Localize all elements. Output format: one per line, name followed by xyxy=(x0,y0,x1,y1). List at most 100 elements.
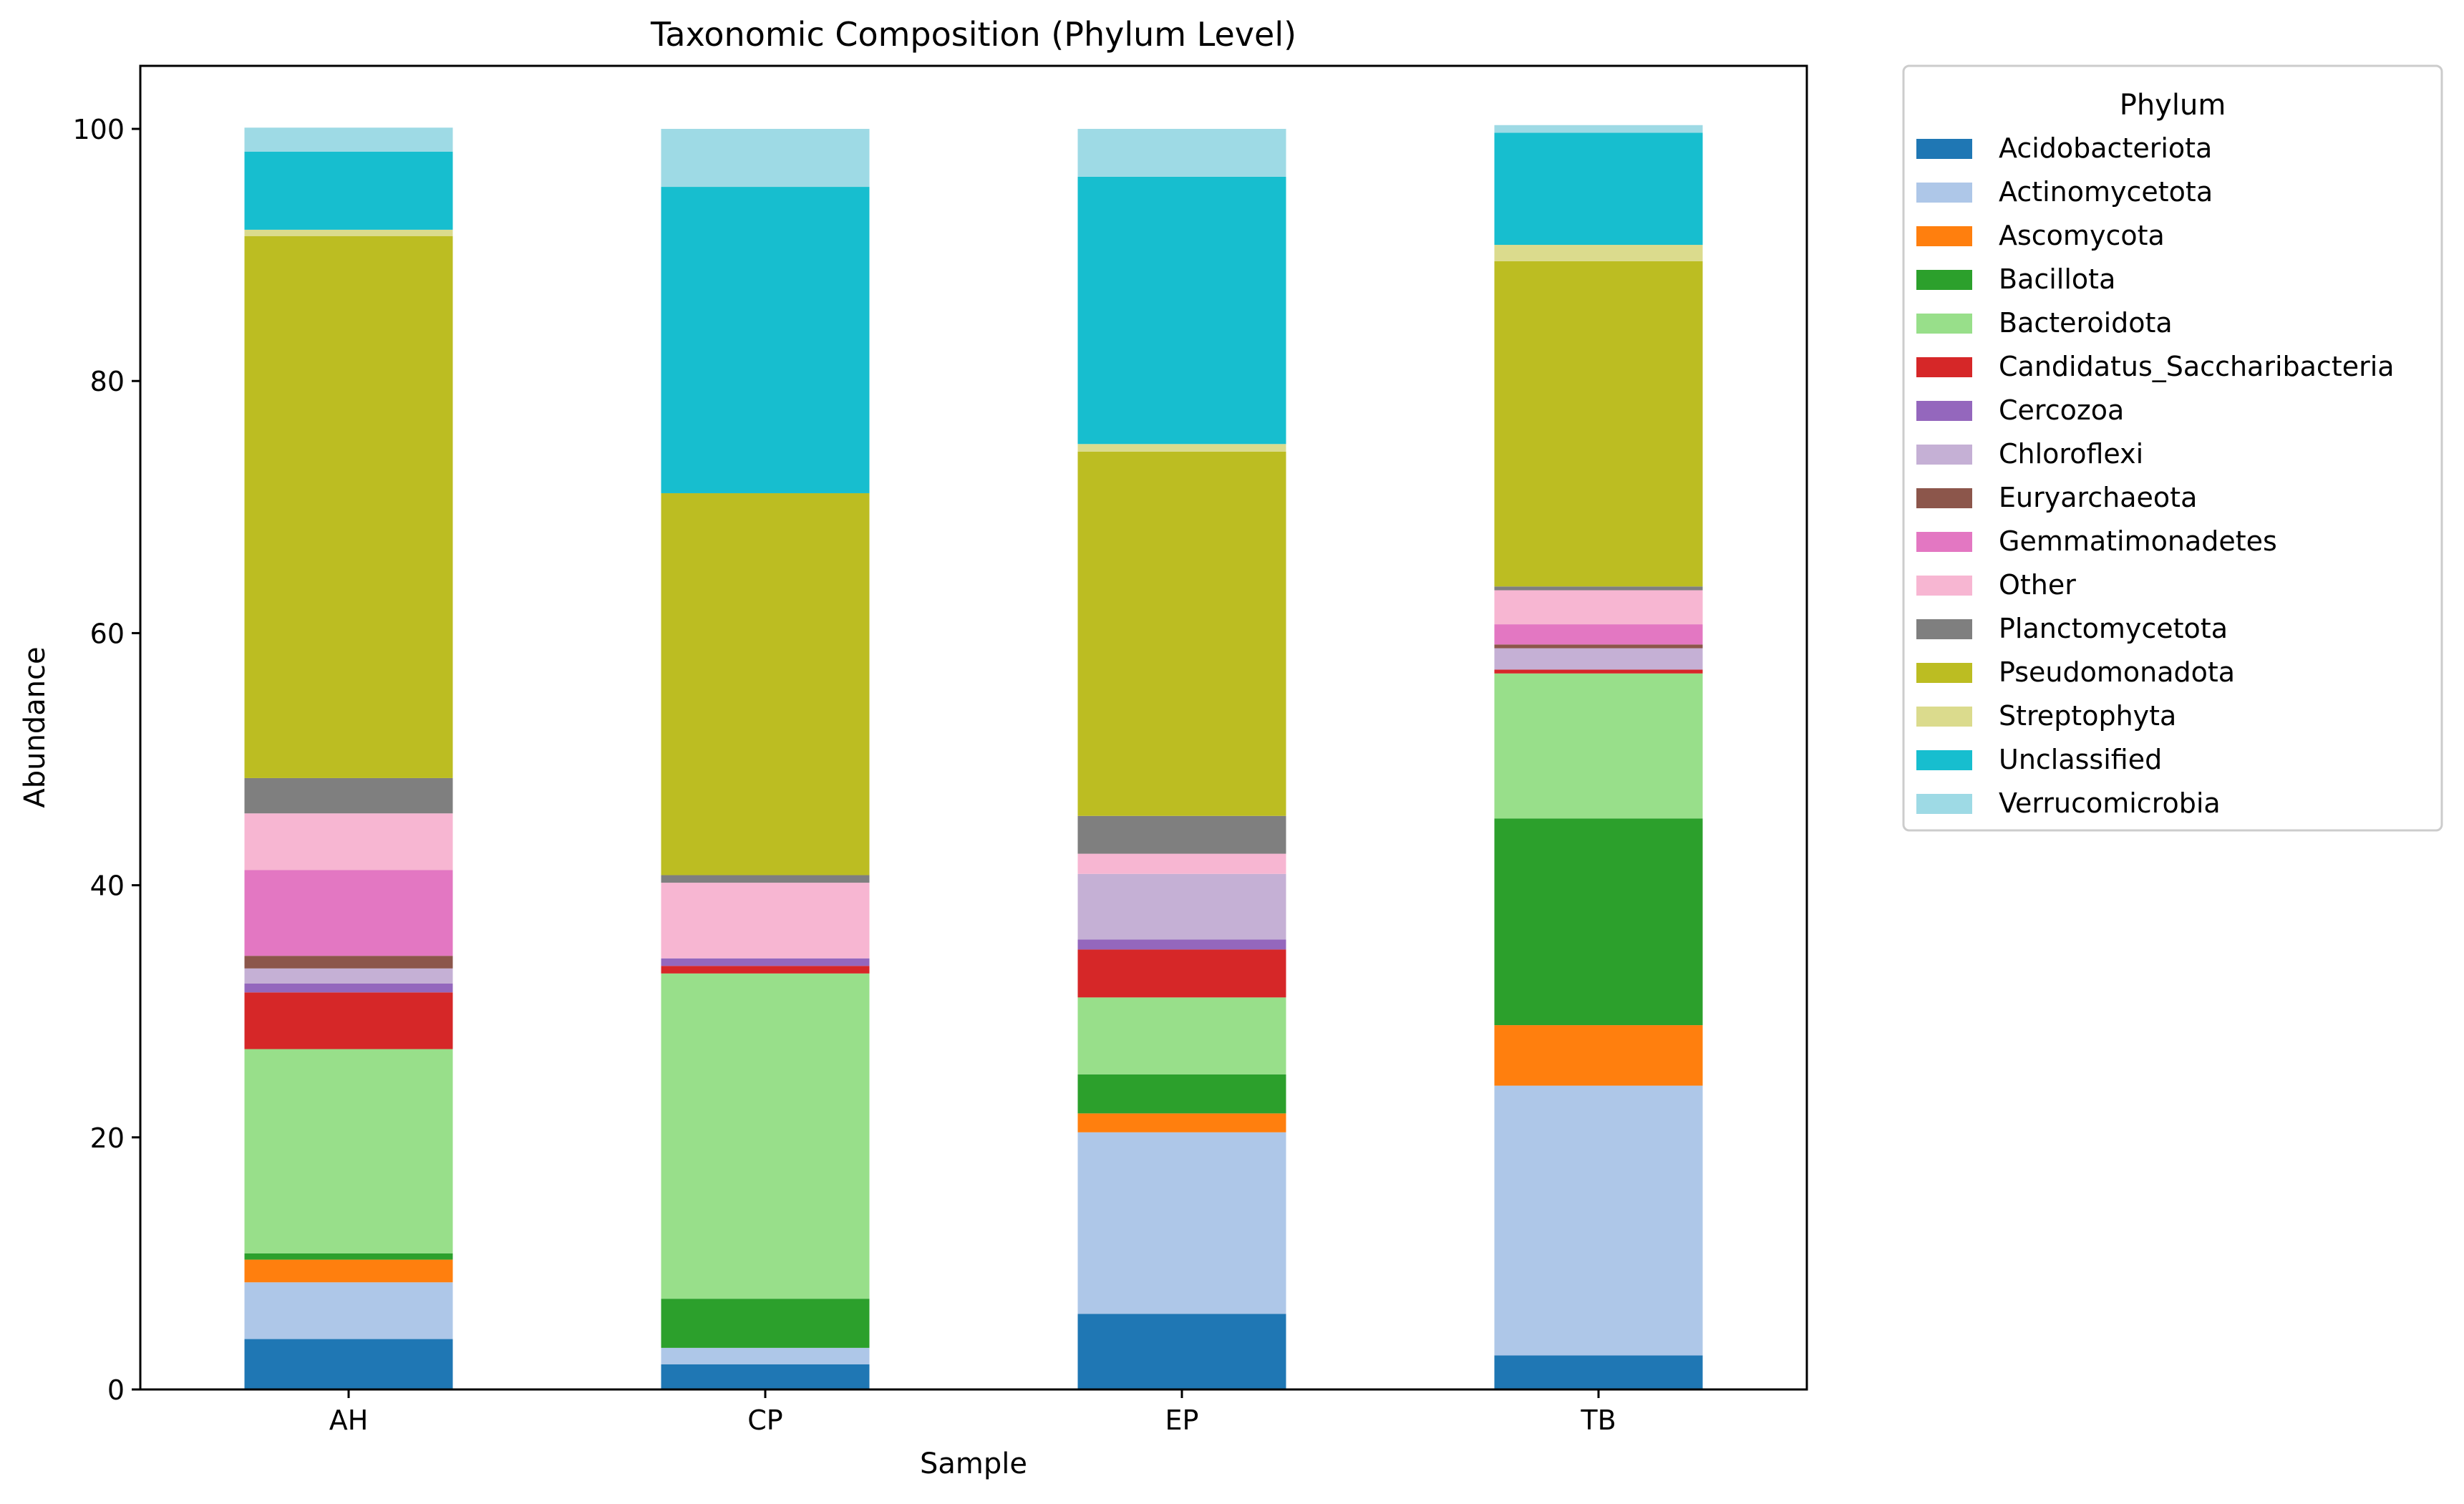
bar-segment-tb-pseudomonadota xyxy=(1494,261,1703,587)
bar-segment-ah-streptophyta xyxy=(244,229,453,236)
bar-segment-cp-bacteroidota xyxy=(661,973,870,1299)
legend-swatch-chloroflexi xyxy=(1916,445,1972,465)
bar-segment-ah-cercozoa xyxy=(244,983,453,993)
bars-group xyxy=(244,125,1703,1389)
bar-segment-ep-bacillota xyxy=(1077,1074,1286,1114)
legend-label-gemmatimonadetes: Gemmatimonadetes xyxy=(1999,525,2277,557)
bar-segment-tb-ascomycota xyxy=(1494,1025,1703,1086)
chart-title: Taxonomic Composition (Phylum Level) xyxy=(650,15,1296,54)
x-tick-label-ah: AH xyxy=(329,1404,369,1436)
bar-segment-ah-chloroflexi xyxy=(244,968,453,984)
y-tick-label: 40 xyxy=(90,870,125,902)
legend-swatch-planctomycetota xyxy=(1916,619,1972,639)
bar-segment-ep-unclassified xyxy=(1077,176,1286,445)
bar-segment-ah-other xyxy=(244,813,453,870)
bar-segment-cp-actinomycetota xyxy=(661,1347,870,1364)
legend-swatch-bacteroidota xyxy=(1916,314,1972,334)
legend-frame xyxy=(1902,64,2443,832)
legend-swatch-actinomycetota xyxy=(1916,183,1972,203)
bar-segment-cp-acidobacteriota xyxy=(661,1364,870,1389)
y-axis: 0 20 40 60 80 100 xyxy=(72,114,140,1406)
bar-segment-ep-pseudomonadota xyxy=(1077,451,1286,816)
bar-segment-tb-bacillota xyxy=(1494,818,1703,1026)
legend-label-streptophyta: Streptophyta xyxy=(1999,700,2176,732)
bar-segment-ah-bacillota xyxy=(244,1253,453,1260)
y-axis-label: Abundance xyxy=(19,646,52,807)
bar-segment-tb-actinomycetota xyxy=(1494,1085,1703,1356)
bar-segment-tb-acidobacteriota xyxy=(1494,1355,1703,1389)
bar-segment-ah-ascomycota xyxy=(244,1259,453,1283)
bar-segment-tb-other xyxy=(1494,590,1703,625)
legend-swatch-unclassified xyxy=(1916,750,1972,770)
bar-segment-ep-bacteroidota xyxy=(1077,997,1286,1074)
legend-swatch-cercozoa xyxy=(1916,401,1972,421)
legend-swatch-bacillota xyxy=(1916,270,1972,290)
legend-label-unclassified: Unclassified xyxy=(1999,744,2162,775)
legend-label-ascomycota: Ascomycota xyxy=(1999,220,2165,251)
bar-segment-ep-streptophyta xyxy=(1077,444,1286,452)
bar-segment-cp-candidatus-saccharibacteria xyxy=(661,966,870,974)
legend-label-candidatus-saccharibacteria: Candidatus_Saccharibacteria xyxy=(1999,351,2395,382)
bar-segment-cp-unclassified xyxy=(661,187,870,493)
bar-segment-cp-verrucomicrobia xyxy=(661,129,870,188)
bar-segment-tb-candidatus-saccharibacteria xyxy=(1494,669,1703,674)
bar-segment-tb-verrucomicrobia xyxy=(1494,125,1703,133)
x-axis-label: Sample xyxy=(920,1447,1027,1480)
bar-segment-tb-streptophyta xyxy=(1494,245,1703,261)
bar-segment-tb-chloroflexi xyxy=(1494,648,1703,670)
bar-segment-ep-ascomycota xyxy=(1077,1113,1286,1132)
legend-label-euryarchaeota: Euryarchaeota xyxy=(1999,482,2197,513)
bar-segment-ah-bacteroidota xyxy=(244,1049,453,1253)
legend-swatch-gemmatimonadetes xyxy=(1916,532,1972,552)
bar-segment-ah-unclassified xyxy=(244,151,453,230)
bar-segment-cp-cercozoa xyxy=(661,958,870,966)
bar-segment-cp-pseudomonadota xyxy=(661,493,870,875)
bar-segment-ep-other xyxy=(1077,853,1286,874)
x-tick-label-ep: EP xyxy=(1165,1404,1199,1436)
y-tick-label: 80 xyxy=(90,366,125,397)
legend-items: Acidobacteriota Actinomycetota Ascomycota B… xyxy=(1916,132,2395,819)
bar-segment-tb-planctomycetota xyxy=(1494,586,1703,591)
legend-label-actinomycetota: Actinomycetota xyxy=(1999,176,2213,208)
bar-segment-ah-pseudomonadota xyxy=(244,236,453,778)
y-tick-label: 20 xyxy=(90,1122,125,1154)
bar-segment-ah-verrucomicrobia xyxy=(244,127,453,152)
legend-label-planctomycetota: Planctomycetota xyxy=(1999,613,2228,644)
bar-segment-cp-bacillota xyxy=(661,1299,870,1348)
x-tick-label-cp: CP xyxy=(747,1404,782,1436)
y-tick-label: 0 xyxy=(107,1374,125,1406)
legend-swatch-streptophyta xyxy=(1916,707,1972,727)
bar-segment-ah-actinomycetota xyxy=(244,1282,453,1339)
legend-label-bacillota: Bacillota xyxy=(1999,263,2115,295)
legend-label-acidobacteriota: Acidobacteriota xyxy=(1999,132,2212,164)
bar-segment-tb-bacteroidota xyxy=(1494,673,1703,819)
y-tick-label: 100 xyxy=(72,114,125,145)
bar-segment-ah-acidobacteriota xyxy=(244,1339,453,1389)
legend-label-bacteroidota: Bacteroidota xyxy=(1999,307,2173,339)
legend-swatch-candidatus-saccharibacteria xyxy=(1916,357,1972,377)
x-axis: AH CP EP TB xyxy=(329,1389,1616,1436)
bar-segment-ep-planctomycetota xyxy=(1077,815,1286,854)
bar-segment-ah-euryarchaeota xyxy=(244,956,453,969)
bar-segment-ep-acidobacteriota xyxy=(1077,1314,1286,1389)
x-tick-label-tb: TB xyxy=(1580,1404,1616,1436)
legend-swatch-ascomycota xyxy=(1916,226,1972,246)
bar-segment-ah-planctomycetota xyxy=(244,777,453,814)
legend-label-other: Other xyxy=(1999,569,2076,601)
legend-swatch-other xyxy=(1916,576,1972,596)
bar-segment-ep-verrucomicrobia xyxy=(1077,129,1286,177)
legend-label-pseudomonadota: Pseudomonadota xyxy=(1999,656,2235,688)
bar-segment-cp-planctomycetota xyxy=(661,875,870,883)
plot-frame xyxy=(139,64,1808,1391)
bar-segment-ep-cercozoa xyxy=(1077,939,1286,950)
legend-swatch-pseudomonadota xyxy=(1916,663,1972,683)
legend-label-verrucomicrobia: Verrucomicrobia xyxy=(1999,787,2221,819)
bar-segment-ah-gemmatimonadetes xyxy=(244,870,453,956)
bar-segment-tb-euryarchaeota xyxy=(1494,644,1703,649)
legend: Phylum Acidobacteriota Actinomycetota Asco… xyxy=(1902,64,2443,832)
y-tick-label: 60 xyxy=(90,618,125,649)
legend-label-cercozoa: Cercozoa xyxy=(1999,394,2124,426)
bar-segment-cp-other xyxy=(661,883,870,959)
